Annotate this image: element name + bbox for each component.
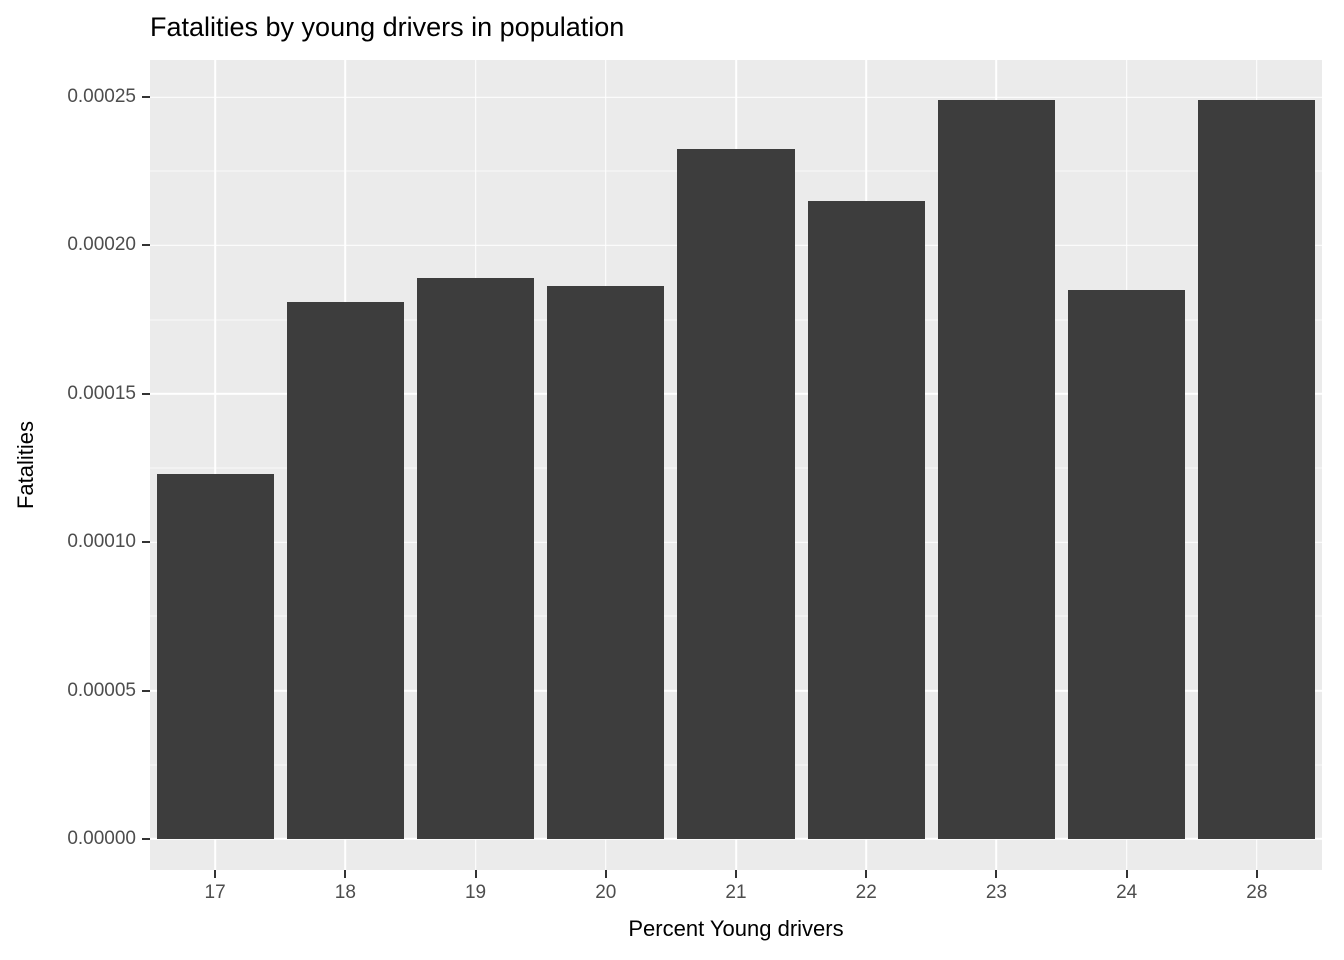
x-tick-mark (1125, 870, 1128, 878)
x-tick-label: 21 (725, 882, 747, 903)
x-tick-mark (865, 870, 868, 878)
y-tick-mark (142, 96, 150, 99)
x-axis-tick-labels: 17 18 19 20 21 22 23 24 28 (150, 882, 1322, 908)
y-tick-label: 0.00005 (67, 679, 136, 701)
y-tick-mark (142, 541, 150, 544)
x-tick-label: 28 (1246, 882, 1268, 903)
x-tick-mark (474, 870, 477, 878)
y-axis-tick-labels: 0.00000 0.00005 0.00010 0.00015 0.00020 0.000… (0, 60, 139, 870)
x-tick-label: 19 (464, 882, 487, 903)
x-tick-label: 22 (855, 882, 877, 903)
y-tick-label: 0.00015 (67, 382, 136, 404)
bar (937, 100, 1056, 839)
x-axis-tick-marks (150, 870, 1322, 878)
x-tick-mark (735, 870, 737, 878)
x-tick-label: 17 (204, 882, 226, 903)
x-tick-label: 23 (985, 882, 1008, 903)
y-axis-title: Fatalities (13, 420, 38, 510)
y-tick-label: 0.00020 (67, 234, 136, 256)
y-tick-label: 0.00000 (67, 827, 136, 849)
bar (286, 301, 404, 839)
x-tick-mark (604, 870, 607, 878)
x-tick-mark (214, 870, 217, 878)
bar (1068, 289, 1186, 839)
bar (156, 473, 274, 839)
bar (807, 200, 925, 839)
chart-title: Fatalities by young drivers in populatio… (150, 12, 625, 42)
y-tick-mark (142, 837, 150, 840)
y-tick-label: 0.00010 (67, 531, 136, 553)
gridline-major-x (214, 60, 216, 870)
x-tick-label: 24 (1116, 882, 1138, 903)
bar (416, 278, 535, 839)
y-axis-tick-marks (142, 60, 150, 870)
y-tick-mark (142, 244, 150, 247)
x-tick-label: 20 (595, 882, 617, 903)
x-tick-label: 18 (334, 882, 356, 903)
bar (677, 149, 795, 839)
bar (547, 285, 665, 839)
bar (1198, 100, 1316, 839)
plot-panel (150, 60, 1322, 870)
y-tick-mark (142, 689, 150, 692)
x-tick-mark (995, 870, 998, 878)
x-tick-mark (1255, 870, 1258, 878)
x-tick-mark (344, 870, 347, 878)
y-tick-label: 0.00025 (67, 86, 136, 108)
y-tick-mark (142, 392, 150, 395)
x-axis-title: Percent Young drivers (628, 916, 844, 941)
